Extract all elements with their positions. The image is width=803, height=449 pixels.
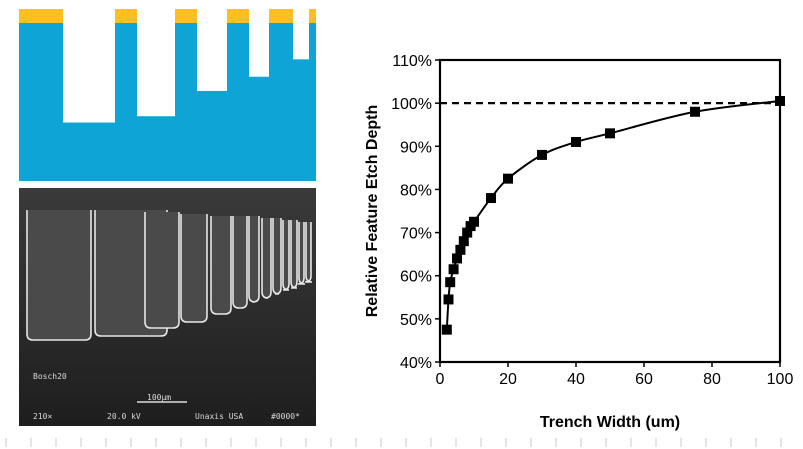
sem-magnification: 210× bbox=[33, 412, 53, 421]
data-point bbox=[690, 106, 700, 117]
data-point bbox=[441, 324, 452, 335]
y-tick-label: 40% bbox=[400, 355, 432, 372]
y-axis: 40% 50% 60% 70% 80% 90% 100% 110% bbox=[391, 53, 440, 372]
sem-trench bbox=[248, 216, 260, 303]
data-point bbox=[571, 136, 581, 147]
y-tick-label: 110% bbox=[392, 53, 432, 70]
x-tick-label: 0 bbox=[436, 371, 445, 388]
sem-trench bbox=[282, 220, 290, 291]
sem-micrograph: Bosch20 210× 20.0 kV 100µm Unaxis USA #0… bbox=[19, 188, 316, 426]
sem-trench bbox=[144, 212, 180, 329]
y-tick-label: 70% bbox=[400, 226, 432, 243]
trench bbox=[293, 9, 309, 60]
data-point bbox=[458, 236, 469, 247]
data-point bbox=[537, 149, 547, 160]
mask-segment bbox=[19, 9, 63, 23]
data-point bbox=[448, 264, 459, 275]
trench bbox=[249, 9, 269, 77]
plot-frame bbox=[438, 58, 782, 364]
x-tick-label: 60 bbox=[635, 371, 653, 388]
data-point bbox=[452, 253, 462, 264]
y-tick-label: 80% bbox=[400, 182, 432, 199]
x-tick-label: 20 bbox=[499, 371, 517, 388]
data-point bbox=[443, 294, 454, 305]
trench bbox=[197, 9, 227, 91]
sem-trench bbox=[304, 222, 313, 283]
y-axis-title: Relative Feature Etch Depth bbox=[364, 105, 381, 318]
mask-segment bbox=[175, 9, 197, 23]
x-axis: 0 20 40 60 80 100 bbox=[436, 362, 794, 388]
etch-depth-chart: 40%50%60%70%80%90%100%110% 0 20 40 60 80 100 … bbox=[364, 53, 794, 431]
sem-trench bbox=[261, 218, 272, 299]
x-tick-label: 100 bbox=[767, 371, 794, 388]
x-axis-title: Trench Width (um) bbox=[540, 414, 680, 431]
data-point bbox=[462, 227, 473, 238]
sem-process-label: Bosch20 bbox=[33, 372, 67, 381]
sem-trench bbox=[297, 222, 306, 285]
sem-voltage: 20.0 kV bbox=[107, 412, 141, 421]
trench-schematic bbox=[19, 9, 316, 181]
sem-image-id: #0000* bbox=[271, 412, 300, 421]
sem-trench bbox=[26, 210, 92, 341]
mask-segment bbox=[227, 9, 249, 23]
y-tick-label: 60% bbox=[400, 269, 432, 286]
y-tick-label: 50% bbox=[400, 312, 432, 329]
sem-image bbox=[19, 188, 316, 426]
data-point bbox=[469, 216, 479, 227]
sem-trench bbox=[290, 220, 298, 289]
data-point bbox=[503, 173, 513, 184]
sem-scale-label: 100µm bbox=[147, 393, 172, 402]
sem-trench bbox=[180, 214, 208, 323]
data-point bbox=[486, 193, 496, 204]
sem-trench bbox=[272, 218, 282, 295]
data-markers bbox=[441, 95, 785, 335]
y-tick-label: 90% bbox=[400, 139, 432, 156]
data-point bbox=[445, 277, 456, 288]
trench bbox=[63, 9, 115, 123]
trench bbox=[137, 9, 175, 117]
sem-trench bbox=[210, 216, 232, 315]
sem-trench bbox=[232, 216, 248, 309]
x-tick-label: 40 bbox=[567, 371, 585, 388]
mask-segment bbox=[309, 9, 316, 23]
mask-segment bbox=[115, 9, 137, 23]
y-tick-label: 100% bbox=[391, 96, 432, 113]
data-point bbox=[605, 128, 615, 139]
sem-organization: Unaxis USA bbox=[195, 412, 244, 421]
baseline-tick-strip bbox=[5, 438, 782, 447]
x-tick-label: 80 bbox=[703, 371, 721, 388]
data-point bbox=[455, 244, 466, 255]
mask-segment bbox=[269, 9, 293, 23]
data-point bbox=[775, 95, 785, 106]
